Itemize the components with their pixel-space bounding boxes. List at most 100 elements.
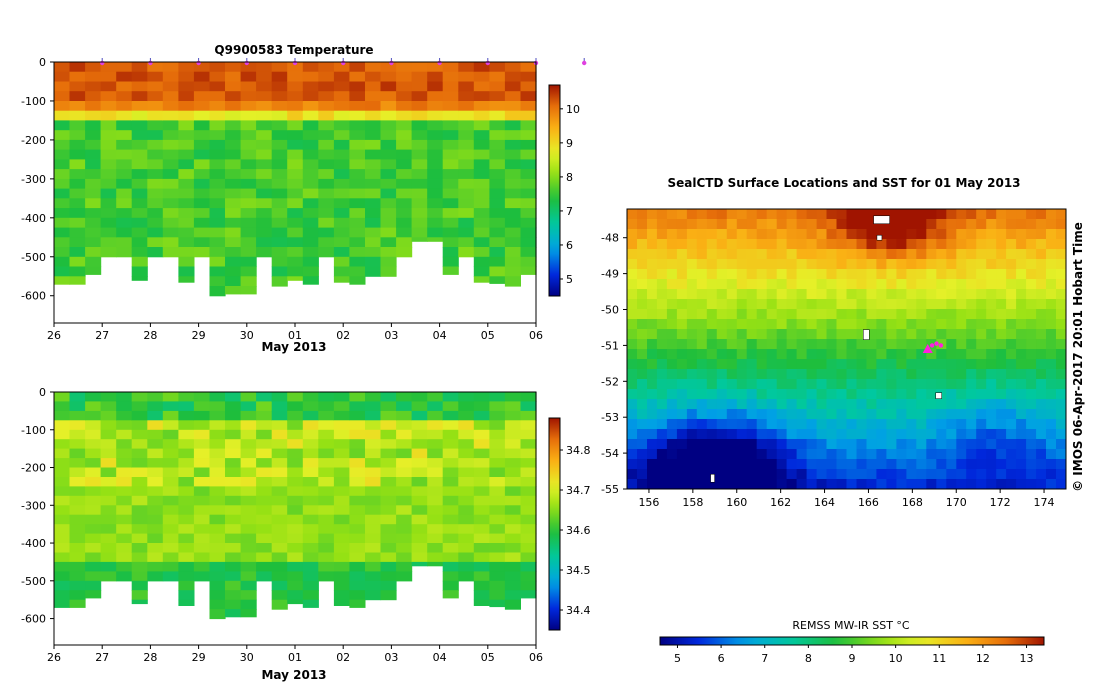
sst-cell [866, 339, 877, 350]
section-cell [349, 429, 366, 440]
sst-cell [906, 459, 917, 470]
section-cell [489, 392, 506, 402]
sst-cell [1056, 249, 1067, 260]
sst-cell [986, 329, 997, 340]
sst-cell [647, 379, 658, 390]
section-cell [380, 227, 397, 238]
sst-cell [906, 339, 917, 350]
section-cell [85, 533, 102, 544]
sst-cell [696, 309, 708, 320]
section-cell [396, 247, 413, 258]
section-cell [380, 130, 397, 141]
sst-cell [976, 209, 987, 220]
sst-cell [996, 229, 1007, 240]
section-cell [225, 392, 242, 402]
section-cell [287, 561, 304, 572]
section-cell [162, 178, 179, 190]
sst-cell [996, 309, 1007, 320]
section-cell [178, 81, 195, 92]
y-tick-label: -200 [21, 462, 46, 475]
section-cell [473, 580, 490, 591]
sst-cell [876, 429, 887, 440]
sst-cell [816, 229, 828, 240]
sst-cell [627, 249, 638, 260]
sst-cell [716, 349, 728, 360]
section-cell [178, 247, 195, 258]
section-cell [504, 477, 521, 487]
sst-cell [1006, 319, 1017, 330]
section-cell [349, 401, 366, 412]
section-cell [271, 420, 288, 431]
section-cell [349, 71, 366, 82]
x-tick-label: 26 [47, 651, 61, 664]
sst-cell [946, 309, 957, 320]
section-cell [504, 120, 521, 131]
sst-cell [956, 409, 967, 420]
section-cell [54, 188, 71, 199]
sst-cell [1006, 309, 1017, 320]
sst-cell [696, 249, 708, 260]
sst-cell [746, 309, 758, 320]
section-cell [380, 178, 397, 190]
section-cell [85, 458, 102, 469]
sst-cell [886, 449, 897, 460]
section-cell [365, 198, 382, 209]
sst-cell [647, 409, 658, 420]
section-cell [209, 524, 226, 535]
sst-cell [676, 459, 688, 470]
section-cell [209, 188, 226, 199]
sst-cell [656, 459, 668, 470]
sst-cell [1026, 429, 1037, 440]
section-cell [69, 495, 86, 506]
section-cell [225, 599, 242, 610]
sst-cell [1046, 319, 1057, 330]
sst-cell [976, 259, 987, 270]
sst-cell [726, 289, 738, 300]
section-cell [69, 247, 86, 258]
section-cell [271, 401, 288, 412]
sst-cell [866, 209, 877, 220]
section-cell [147, 467, 164, 478]
section-cell [520, 458, 537, 469]
section-cell [287, 486, 304, 497]
section-cell [256, 91, 273, 102]
section-cell [411, 139, 428, 151]
section-cell [489, 130, 506, 141]
section-cell [458, 448, 475, 459]
section-cell [271, 514, 288, 525]
section-cell [131, 188, 148, 199]
sst-cell [806, 429, 818, 440]
temperature-y-axis: 0-100-200-300-400-500-600 [21, 56, 54, 303]
section-cell [287, 247, 304, 258]
sst-cell [906, 219, 917, 230]
sst-cell [736, 349, 748, 360]
section-cell [287, 495, 304, 506]
section-cell [116, 91, 133, 102]
sst-cell [986, 429, 997, 440]
section-cell [504, 524, 521, 535]
sst-cell [886, 269, 897, 280]
section-cell [396, 561, 413, 572]
section-cell [193, 514, 210, 525]
sst-cell [696, 389, 708, 400]
section-cell [380, 495, 397, 506]
section-cell [427, 130, 444, 141]
section-cell [396, 467, 413, 478]
section-cell [442, 149, 459, 160]
sst-cell [806, 319, 818, 330]
colorbar-tick-label: 9 [566, 137, 573, 150]
sst-cell [916, 219, 927, 230]
sst-cell [866, 479, 877, 490]
section-cell [225, 401, 242, 412]
sst-cell [896, 269, 907, 280]
section-cell [520, 543, 537, 553]
section-cell [147, 91, 164, 102]
profile-marker-dot [196, 60, 201, 66]
section-cell [442, 178, 459, 190]
sst-cell [627, 449, 638, 460]
section-cell [520, 71, 537, 82]
section-cell [178, 561, 195, 572]
x-tick-label: 29 [192, 651, 206, 664]
sst-cell [756, 459, 768, 470]
section-cell [116, 533, 133, 544]
